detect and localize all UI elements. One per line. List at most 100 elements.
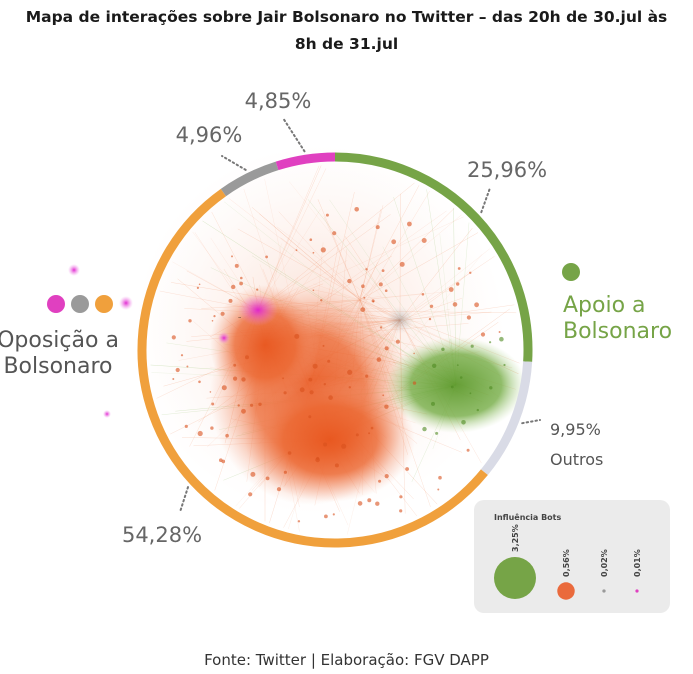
ring-segment-outros	[480, 361, 533, 476]
bots-panel-title: Influência Bots	[494, 512, 562, 522]
network-node	[459, 376, 463, 379]
network-edge	[359, 205, 384, 301]
network-node	[438, 475, 442, 480]
network-node	[240, 276, 243, 280]
network-edge	[280, 237, 361, 301]
network-node	[258, 402, 262, 406]
network-node	[381, 269, 385, 272]
network-node	[241, 377, 246, 382]
label-pink-pct: 4,85%	[245, 89, 312, 113]
node-labels: ~	[238, 315, 241, 320]
network-node	[365, 374, 369, 378]
network-node	[324, 514, 328, 519]
network-node	[180, 354, 184, 357]
network-node	[209, 391, 212, 393]
network-edge	[359, 232, 479, 301]
chart-title-line-1: Mapa de interações sobre Jair Bolsonaro …	[25, 8, 668, 26]
leader-line-cinza	[221, 155, 247, 171]
oposicao-label-line-1: Oposição a	[0, 328, 119, 353]
network-node	[435, 431, 439, 435]
network-node	[348, 386, 351, 389]
network-node	[355, 433, 359, 437]
network-node	[441, 347, 445, 351]
network-node	[312, 289, 315, 292]
network-node	[476, 408, 479, 412]
network-node	[297, 520, 301, 523]
source-note: Fonte: Twitter | Elaboração: FGV DAPP	[204, 651, 489, 669]
network-node	[432, 363, 437, 368]
network-node	[456, 364, 459, 366]
label-grey-pct: 4,96%	[176, 123, 243, 147]
label-outros-pct: 9,95%	[550, 420, 601, 439]
network-node	[325, 213, 329, 217]
pink-node-outer-2	[119, 296, 133, 310]
network-cloud: ~	[68, 145, 526, 535]
network-node	[360, 307, 366, 312]
oposicao-lower-cluster	[245, 378, 415, 502]
network-node	[172, 378, 175, 380]
leader-line-rosa	[282, 117, 306, 153]
network-node	[429, 304, 434, 308]
network-node	[225, 433, 229, 438]
network-node	[198, 380, 201, 384]
bot-value-label-1: 3,25%	[511, 524, 520, 552]
network-node	[412, 381, 417, 385]
network-node	[323, 442, 328, 447]
network-edge	[359, 208, 455, 301]
ring-segment-rosa	[275, 152, 336, 171]
network-node	[332, 513, 335, 516]
network-node	[213, 315, 216, 318]
network-node	[399, 509, 403, 513]
ring-segment-apoio	[334, 152, 533, 362]
network-node	[421, 293, 425, 296]
network-nodes	[171, 207, 506, 523]
network-edge	[359, 280, 365, 301]
network-node	[413, 352, 415, 355]
leader-lines	[179, 117, 541, 513]
network-node	[320, 247, 326, 253]
bot-bubble-1	[494, 557, 536, 599]
network-node	[308, 377, 313, 382]
network-node	[171, 335, 176, 340]
percentage-labels: 4,85% 4,96% 25,96% 54,28% 9,95% Outros	[122, 89, 603, 547]
network-node	[378, 479, 382, 483]
oposicao-legend-dot-grey	[71, 295, 89, 313]
bot-value-label-2: 0,56%	[562, 549, 571, 577]
network-node	[327, 359, 331, 363]
oposicao-subcluster	[210, 285, 320, 405]
leader-line-outros	[521, 419, 541, 425]
network-node	[309, 390, 314, 395]
network-node	[421, 238, 427, 243]
network-node	[469, 392, 472, 395]
apoio-label-line-2: Bolsonaro	[563, 319, 672, 344]
group-labels: Apoio a Bolsonaro Oposição a Bolsonaro	[0, 263, 672, 379]
network-node	[474, 302, 479, 308]
network-node	[228, 298, 233, 303]
share-ring	[137, 152, 533, 548]
network-node	[382, 394, 385, 397]
network-node	[384, 474, 389, 479]
network-node	[265, 476, 270, 481]
apoio-legend-dot	[562, 263, 580, 281]
network-node	[250, 403, 254, 407]
network-node	[448, 287, 454, 292]
network-node	[196, 286, 199, 289]
network-edge	[359, 293, 422, 301]
network-node	[312, 251, 315, 254]
network-node	[470, 344, 474, 348]
network-node	[395, 339, 400, 344]
network-node	[175, 367, 180, 373]
network-node	[499, 336, 504, 342]
apoio-label-line-1: Apoio a	[563, 293, 646, 318]
chart-title-line-2: 8h de 31.jul	[294, 35, 399, 53]
network-edge	[276, 226, 401, 321]
network-node	[452, 302, 458, 307]
network-node	[283, 391, 287, 395]
network-node	[365, 268, 368, 271]
network-node	[457, 267, 461, 270]
network-node	[256, 288, 259, 291]
network-node	[378, 282, 383, 287]
network-node	[265, 255, 268, 259]
network-node	[461, 420, 466, 425]
